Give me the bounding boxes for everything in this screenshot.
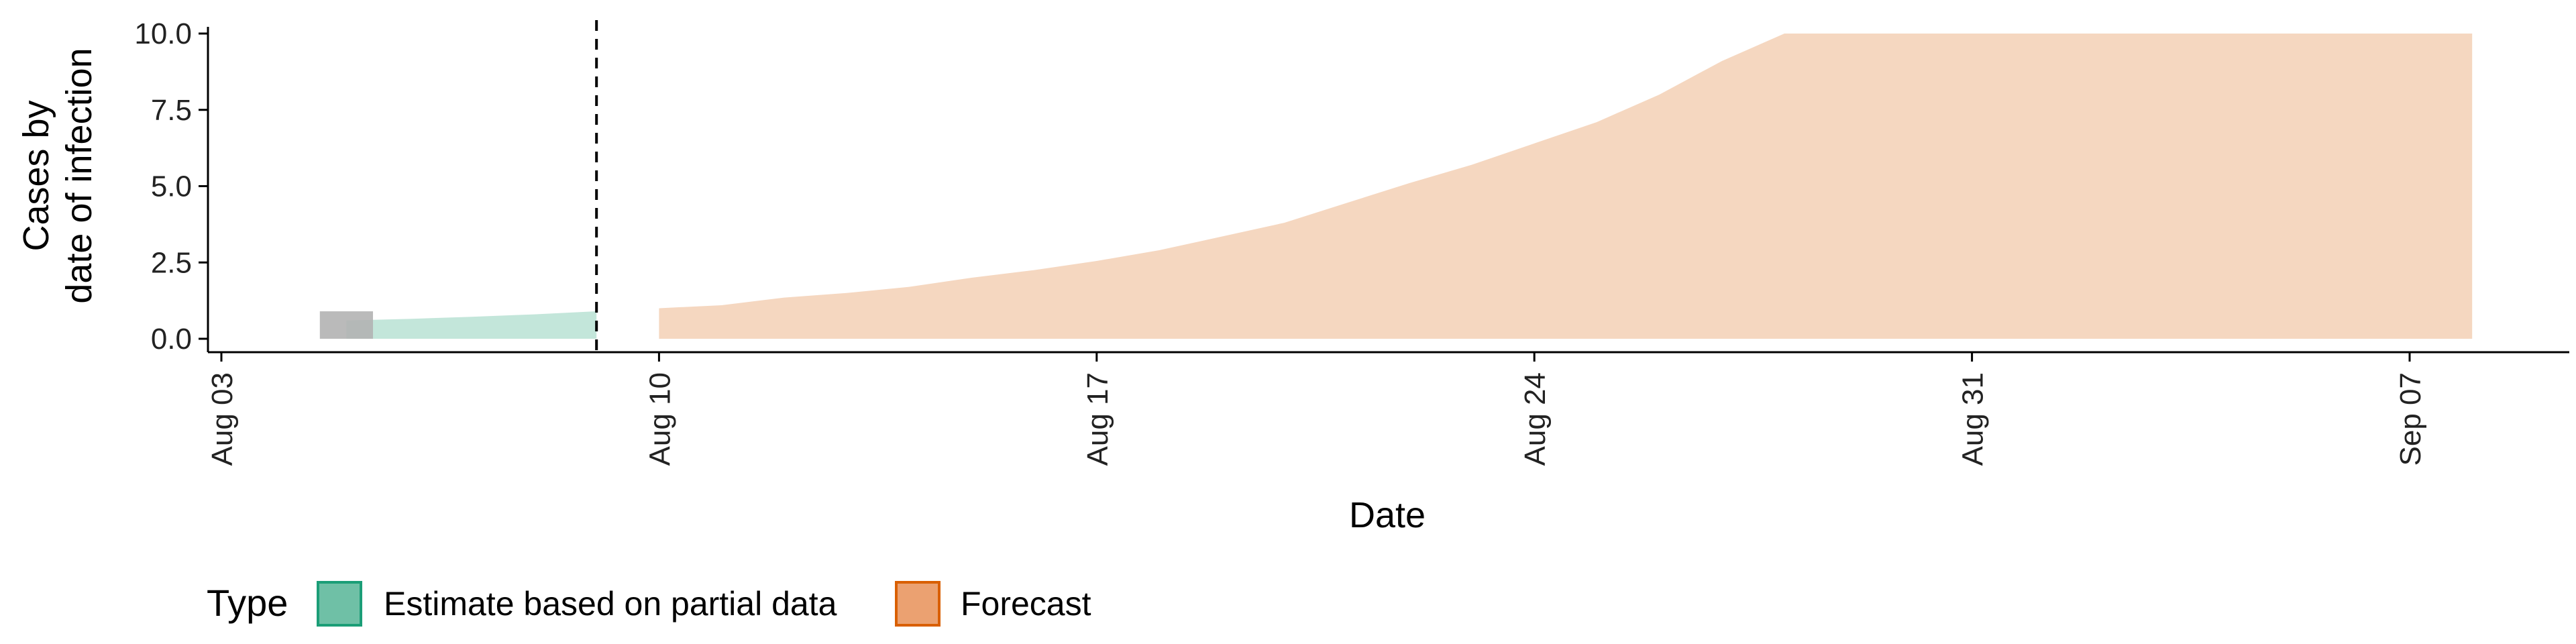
legend-label-estimate: Estimate based on partial data <box>384 585 837 623</box>
legend-title: Type <box>207 582 288 624</box>
x-axis-ticks: Aug 03 Aug 10 Aug 17 Aug 24 Aug 31 Sep 07 <box>206 352 2427 466</box>
x-tick-label-4: Aug 31 <box>1957 372 1990 466</box>
estimate-band-group <box>346 311 597 339</box>
estimate-band <box>346 311 597 339</box>
x-tick-label-1: Aug 10 <box>643 372 676 466</box>
y-axis-title-line-2: date of infection <box>59 48 99 303</box>
y-axis-ticks: 0.0 2.5 5.0 7.5 10.0 <box>134 17 208 356</box>
observed-bars-group <box>319 311 374 339</box>
y-tick-label-3: 7.5 <box>151 94 192 127</box>
x-tick-label-2: Aug 17 <box>1081 372 1114 466</box>
y-tick-label-1: 2.5 <box>151 246 192 279</box>
forecast-band <box>659 34 2473 339</box>
y-axis-title-line-1: Cases by <box>16 100 56 251</box>
observed-bar-0 <box>319 311 374 339</box>
y-tick-label-2: 5.0 <box>151 170 192 203</box>
y-tick-label-4: 10.0 <box>134 17 192 50</box>
y-tick-label-0: 0.0 <box>151 323 192 356</box>
forecast-band-group <box>659 34 2473 339</box>
x-axis-title: Date <box>1349 495 1426 535</box>
legend-key-estimate <box>317 581 362 627</box>
legend: Type Estimate based on partial data Fore… <box>207 581 1091 627</box>
x-tick-label-3: Aug 24 <box>1519 372 1552 466</box>
x-tick-label-5: Sep 07 <box>2394 372 2427 466</box>
legend-label-forecast: Forecast <box>961 585 1091 623</box>
x-tick-label-0: Aug 03 <box>206 372 239 466</box>
legend-key-forecast <box>895 581 941 627</box>
plot-area <box>319 20 2473 352</box>
